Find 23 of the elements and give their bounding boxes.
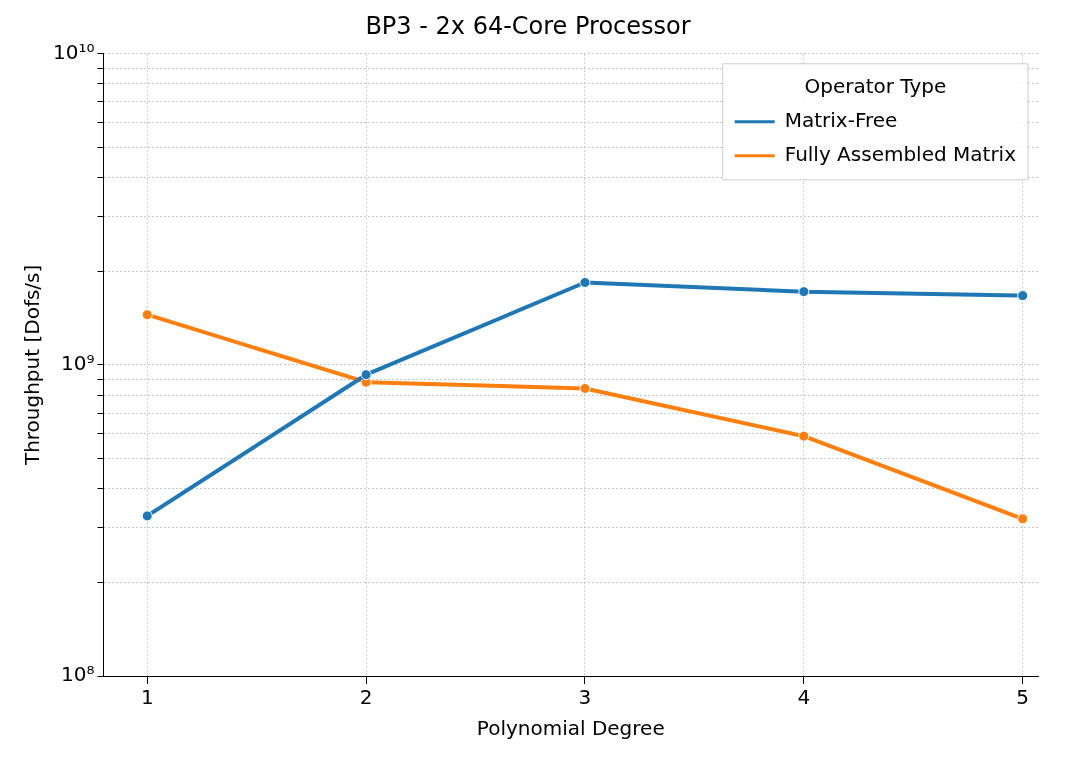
x-tick-label: 4 [797, 685, 811, 710]
point [579, 382, 591, 394]
x-tick-label: 3 [578, 685, 592, 710]
legend-label: Matrix-Free [784, 108, 898, 132]
point [1017, 513, 1029, 525]
point [579, 277, 591, 289]
y-axis-title: Throughput [Dofs/s] [20, 264, 45, 467]
chart-title: BP3 - 2x 64-Core Processor [365, 11, 691, 40]
y-tick-label: 10⁸ [61, 662, 95, 687]
x-tick-label: 5 [1016, 685, 1030, 710]
point [141, 510, 153, 522]
legend-title: Operator Type [804, 74, 947, 98]
point [798, 430, 810, 442]
point [141, 309, 153, 321]
y-tick-label: 10¹⁰ [53, 40, 95, 64]
x-tick-label: 2 [359, 685, 373, 710]
x-axis-title: Polynomial Degree [476, 716, 665, 741]
legend-label: Fully Assembled Matrix [784, 142, 1017, 166]
x-tick-label: 1 [140, 685, 154, 710]
y-tick-label: 10⁹ [61, 351, 95, 376]
point [798, 286, 810, 298]
point [360, 369, 372, 381]
point [1017, 290, 1029, 302]
